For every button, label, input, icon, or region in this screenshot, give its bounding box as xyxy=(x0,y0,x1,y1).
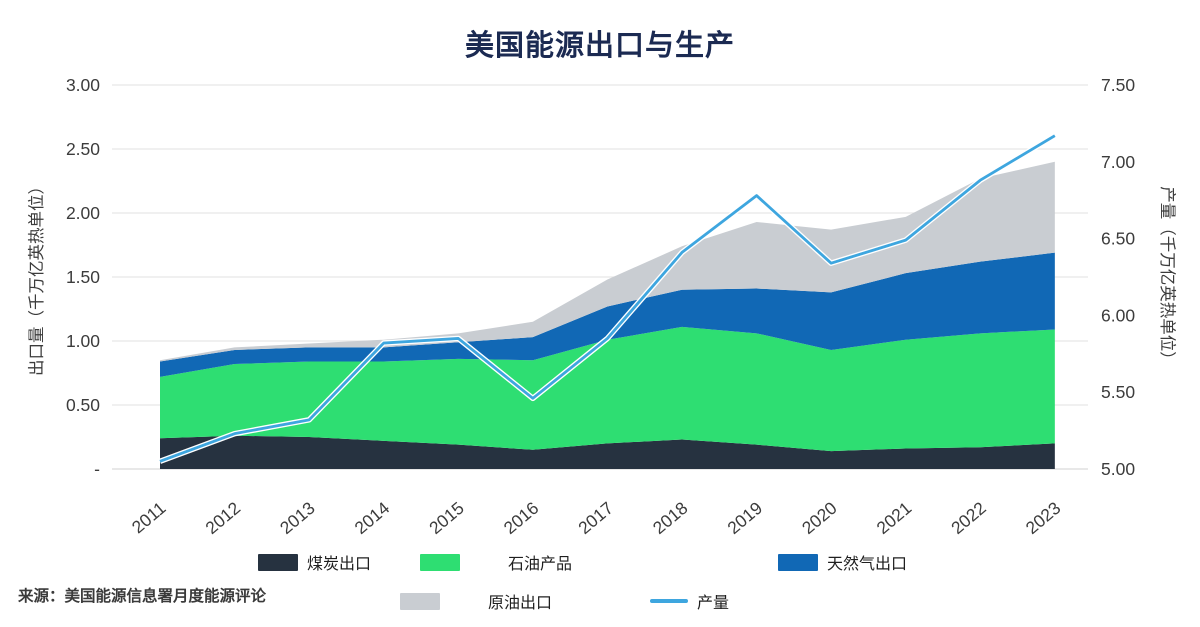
coal-swatch-icon xyxy=(258,553,298,571)
x-tick-label: 2016 xyxy=(500,498,543,538)
right-tick-label: 5.50 xyxy=(1101,382,1135,402)
x-tick-label: 2021 xyxy=(873,498,916,538)
legend-label-crude: 原油出口 xyxy=(488,595,553,612)
x-tick-label: 2014 xyxy=(351,498,394,539)
legend-label-petroleum: 石油产品 xyxy=(508,556,573,573)
area-天然气出口 xyxy=(160,252,1055,377)
area-石油产品 xyxy=(160,326,1055,452)
left-tick-label: 3.00 xyxy=(66,75,100,95)
left-tick-label: 2.00 xyxy=(66,203,100,223)
legend-item-petroleum: 石油产品 xyxy=(420,551,572,573)
right-axis-title: 产量（千万亿英热单位） xyxy=(1158,186,1177,368)
right-tick-label: 7.00 xyxy=(1101,152,1135,172)
left-tick-label: 0.50 xyxy=(66,395,100,415)
x-tick-label: 2011 xyxy=(128,498,170,538)
production-line-swatch-icon xyxy=(650,599,688,603)
legend-label-coal: 煤炭出口 xyxy=(307,556,372,573)
source-note: 来源：美国能源信息署月度能源评论 xyxy=(18,588,267,605)
petroleum-swatch-icon xyxy=(420,553,460,571)
area-原油出口 xyxy=(160,161,1055,362)
x-tick-label: 2017 xyxy=(574,498,617,538)
legend-item-coal: 煤炭出口 xyxy=(258,551,371,573)
natgas-swatch-icon xyxy=(778,553,818,571)
x-tick-label: 2012 xyxy=(201,498,244,538)
right-tick-label: 6.50 xyxy=(1101,229,1135,249)
left-tick-label: 2.50 xyxy=(66,139,100,159)
legend-item-natgas: 天然气出口 xyxy=(778,551,907,573)
chart-title: 美国能源出口与生产 xyxy=(464,30,735,62)
x-tick-label: 2013 xyxy=(276,498,319,538)
x-tick-label: 2020 xyxy=(798,498,841,539)
legend-label-natgas: 天然气出口 xyxy=(827,556,908,573)
legend-label-production: 产量 xyxy=(697,595,730,612)
x-tick-label: 2018 xyxy=(649,498,692,538)
x-tick-label: 2015 xyxy=(425,498,468,538)
area-煤炭出口 xyxy=(160,435,1055,469)
left-tick-label: 1.00 xyxy=(66,331,100,351)
legend-item-production: 产量 xyxy=(650,590,729,612)
left-tick-label: - xyxy=(94,459,100,479)
production-line xyxy=(159,134,1056,463)
x-tick-label: 2023 xyxy=(1022,498,1065,538)
left-tick-label: 1.50 xyxy=(66,267,100,287)
x-tick-label: 2022 xyxy=(947,498,990,538)
right-tick-label: 6.00 xyxy=(1101,305,1135,325)
left-axis-title: 出口量（千万亿英热单位） xyxy=(27,178,46,376)
right-tick-label: 7.50 xyxy=(1101,75,1135,95)
legend-item-crude: 原油出口 xyxy=(400,590,552,612)
right-tick-label: 5.00 xyxy=(1101,459,1135,479)
x-tick-label: 2019 xyxy=(723,498,766,538)
crude-swatch-icon xyxy=(400,592,440,610)
